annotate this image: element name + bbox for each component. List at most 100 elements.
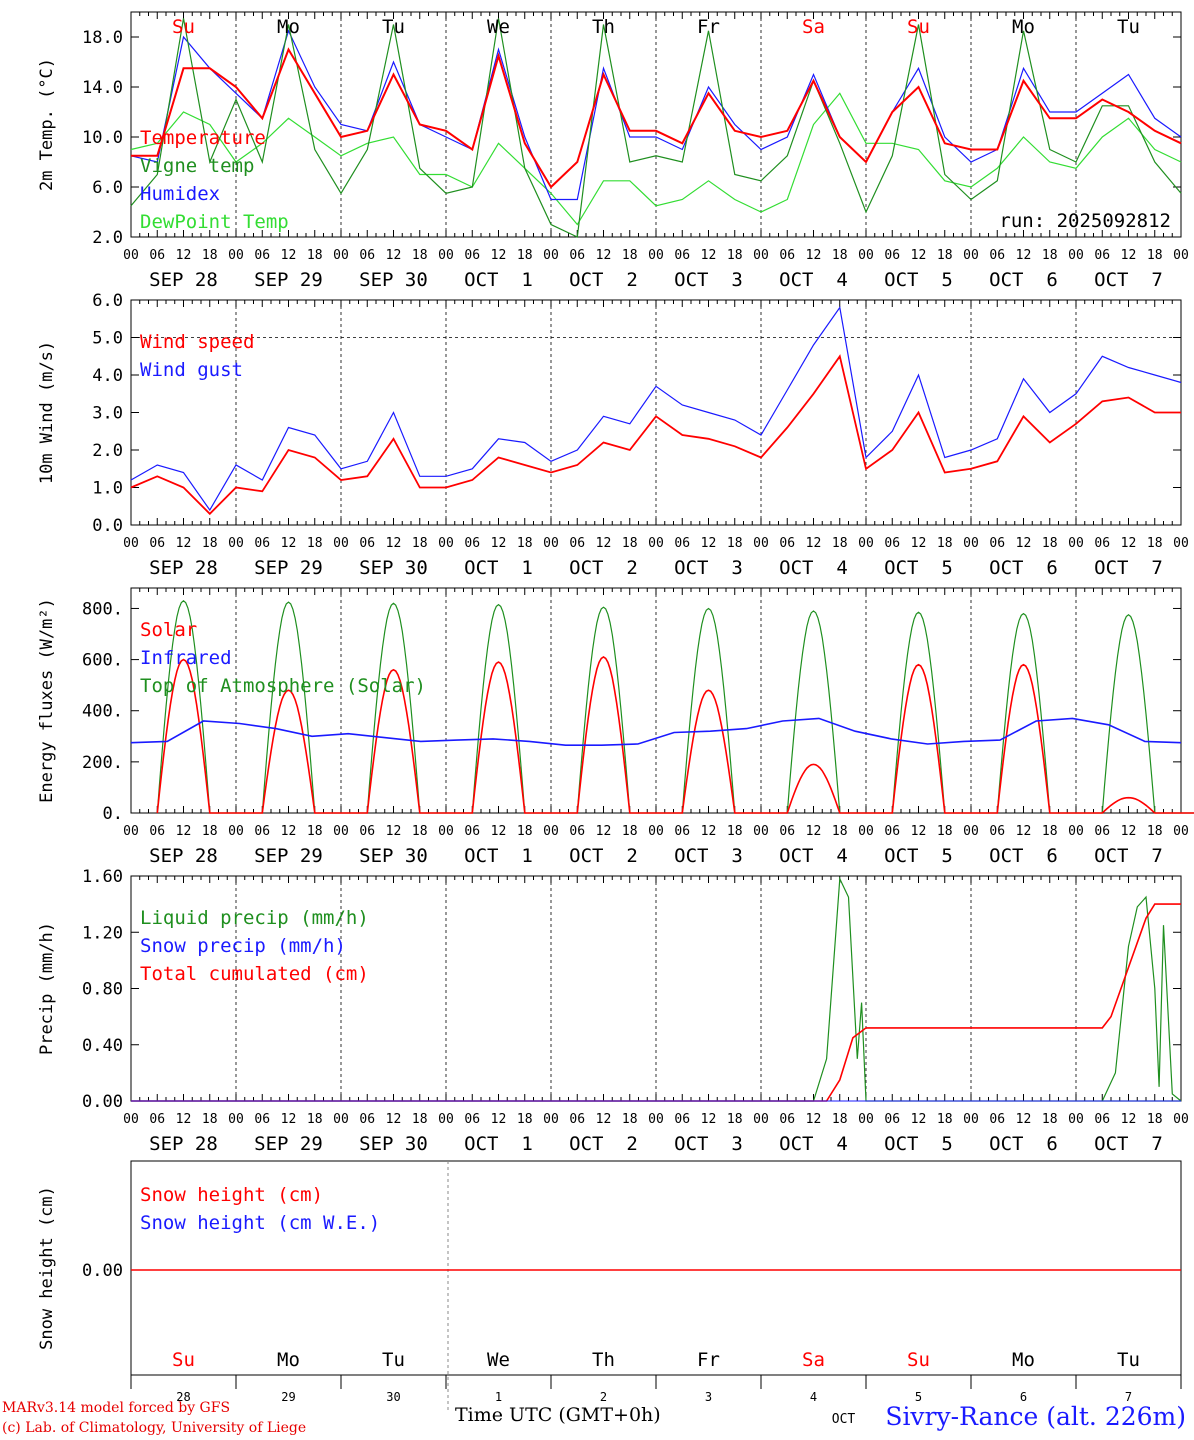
hour-label: 12 — [911, 1112, 927, 1127]
y-tick-label: 0.00 — [82, 1092, 123, 1112]
y-tick-label: 0.00 — [82, 1261, 123, 1281]
hour-label: 18 — [1042, 824, 1058, 839]
series-line-infrared — [130, 717, 1182, 746]
hour-label: 12 — [386, 536, 402, 551]
hour-label: 18 — [937, 824, 953, 839]
hour-label: 12 — [281, 248, 297, 263]
y-tick-label: 0.80 — [82, 980, 123, 1000]
legend-entry: Snow precip (mm/h) — [140, 935, 346, 957]
hour-label: 18 — [1147, 248, 1163, 263]
day-label: Su — [907, 1349, 930, 1371]
hour-label: 12 — [806, 824, 822, 839]
hour-label: 06 — [1094, 824, 1110, 839]
series-line-temperature — [131, 47, 1182, 189]
hour-label: 06 — [779, 824, 795, 839]
hour-label: 06 — [254, 824, 270, 839]
series-line-total-cumulated — [131, 903, 1181, 1102]
y-tick-label: 0. — [103, 804, 123, 824]
y-tick-label: 1.20 — [82, 923, 123, 943]
hour-label: 06 — [989, 1112, 1005, 1127]
hour-label: 12 — [911, 536, 927, 551]
hour-label: 18 — [622, 536, 638, 551]
date-label: OCT 6 — [989, 845, 1058, 867]
y-axis-title: Energy fluxes (W/m²) — [37, 598, 57, 803]
date-label: OCT 2 — [569, 1133, 638, 1155]
hour-label: 12 — [1016, 824, 1032, 839]
hour-label: 06 — [359, 824, 375, 839]
hour-label: 06 — [989, 536, 1005, 551]
hour-label: 00 — [963, 536, 979, 551]
day-label: Mo — [1012, 16, 1035, 38]
hour-label: 12 — [491, 248, 507, 263]
hour-label: 12 — [701, 1112, 717, 1127]
credit-line: (c) Lab. of Climatology, University of L… — [2, 1420, 307, 1436]
day-label: Fr — [697, 1349, 720, 1371]
hour-label: 00 — [123, 824, 139, 839]
hour-label: 00 — [123, 536, 139, 551]
legend-entry: Wind gust — [140, 359, 243, 381]
hour-label: 00 — [1068, 824, 1084, 839]
hour-label: 00 — [648, 248, 664, 263]
day-label: Su — [172, 1349, 195, 1371]
hour-label: 00 — [123, 248, 139, 263]
day-number: 1 — [495, 1390, 502, 1404]
hour-label: 00 — [858, 248, 874, 263]
model-line: MARv3.14 model forced by GFS — [2, 1400, 231, 1416]
y-tick-label: 6.0 — [92, 291, 123, 311]
day-number: 29 — [281, 1390, 295, 1404]
hour-label: 18 — [202, 536, 218, 551]
hour-label: 06 — [464, 824, 480, 839]
y-tick-label: 1.0 — [92, 479, 123, 499]
day-label: Sa — [802, 1349, 825, 1371]
hour-label: 00 — [228, 248, 244, 263]
date-label: OCT 1 — [464, 1133, 533, 1155]
panel-wind: 0.0 1.0 2.0 3.0 4.0 5.0 6.0 10m Wind (m/s) Wind … — [37, 291, 1189, 579]
y-tick-label: 600. — [82, 651, 123, 671]
hour-label: 06 — [359, 536, 375, 551]
hour-label: 06 — [674, 536, 690, 551]
y-tick-label: 3.0 — [92, 404, 123, 424]
hour-label: 12 — [806, 536, 822, 551]
hour-label: 12 — [281, 1112, 297, 1127]
hour-label: 18 — [1042, 248, 1058, 263]
hour-label: 06 — [569, 536, 585, 551]
series-line-wind-speed — [130, 354, 1181, 516]
y-tick-label: 200. — [82, 753, 123, 773]
date-label: OCT 6 — [989, 557, 1058, 579]
date-label: OCT 5 — [884, 557, 953, 579]
hour-label: 06 — [779, 1112, 795, 1127]
hour-label: 12 — [596, 1112, 612, 1127]
hour-label: 12 — [386, 1112, 402, 1127]
day-label: Tu — [1117, 1349, 1140, 1371]
hour-label: 12 — [701, 248, 717, 263]
hour-label: 06 — [884, 248, 900, 263]
hour-label: 12 — [1121, 1112, 1137, 1127]
date-label: OCT 1 — [464, 269, 533, 291]
legend-entry: DewPoint Temp — [140, 211, 289, 233]
hour-label: 12 — [1016, 1112, 1032, 1127]
hour-label: 18 — [307, 824, 323, 839]
hour-label: 18 — [1147, 536, 1163, 551]
hour-label: 06 — [674, 824, 690, 839]
hour-label: 18 — [1042, 536, 1058, 551]
hour-label: 18 — [202, 824, 218, 839]
date-label: OCT 2 — [569, 269, 638, 291]
time-axis-label: Time UTC (GMT+0h) — [455, 1404, 661, 1426]
legend-entry: Liquid precip (mm/h) — [140, 907, 369, 929]
hour-label: 00 — [333, 1112, 349, 1127]
legend-entry: Total cumulated (cm) — [140, 963, 369, 985]
date-label: OCT 2 — [569, 557, 638, 579]
day-number: 5 — [915, 1390, 922, 1404]
hour-label: 18 — [307, 536, 323, 551]
date-label: OCT 5 — [884, 269, 953, 291]
hour-label: 18 — [727, 536, 743, 551]
hour-label: 00 — [543, 1112, 559, 1127]
hour-label: 00 — [858, 824, 874, 839]
hour-label: 18 — [202, 248, 218, 263]
hour-label: 00 — [963, 824, 979, 839]
hour-label: 18 — [307, 1112, 323, 1127]
hour-label: 12 — [701, 536, 717, 551]
hour-label: 00 — [333, 824, 349, 839]
hour-label: 12 — [701, 824, 717, 839]
series-line-dewpoint-temp — [130, 92, 1182, 226]
